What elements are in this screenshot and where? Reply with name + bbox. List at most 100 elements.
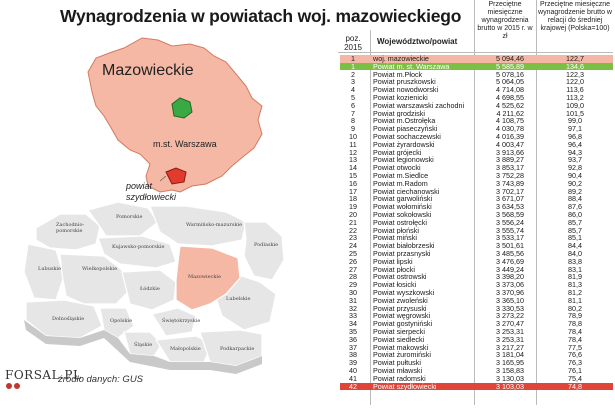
- source-note: źródło danych: GUS: [58, 374, 144, 385]
- table-row: 21 Powiat ostrołęcki 3 556,24 85,7: [340, 219, 613, 227]
- row-index: 122,3: [566, 69, 584, 79]
- table-row: 29 Powiat łosicki 3 373,06 81,3: [340, 281, 613, 289]
- row-salary: 3 501,61: [496, 241, 524, 251]
- row-salary: 3 165,95: [496, 358, 524, 368]
- header-divider: [338, 52, 613, 53]
- row-position: 7: [351, 108, 355, 118]
- table-row: 5 Powiat kozienicki 4 698,55 113,2: [340, 94, 613, 102]
- row-salary: 3 702,17: [496, 186, 524, 196]
- table-row: 2 Powiat m.Płock 5 078,16 122,3: [340, 69, 613, 79]
- row-salary: 3 449,24: [496, 264, 524, 274]
- row-index: 122,0: [566, 77, 584, 87]
- region-kujawsko: [97, 235, 177, 269]
- table-row: 7 Powiat grodziski 4 211,62 101,5: [340, 108, 613, 118]
- row-salary: 3 370,96: [496, 288, 524, 297]
- row-position: 2: [351, 69, 355, 79]
- region-zachodniopomorskie: [35, 213, 101, 251]
- row-position: 42: [349, 381, 357, 391]
- row-index: 74,8: [568, 381, 582, 391]
- table-row: 25 Powiat przasnyski 3 485,56 84,0: [340, 250, 613, 258]
- row-salary: 3 217,27: [496, 342, 524, 352]
- svg-text:Podlaskie: Podlaskie: [254, 242, 278, 248]
- row-position: 4: [351, 85, 355, 95]
- row-name: Powiat m.Płock: [373, 70, 423, 79]
- row-position: 25: [349, 249, 357, 258]
- row-position: 16: [349, 178, 357, 188]
- row-index: 89,2: [568, 186, 582, 196]
- row-index: 83,8: [568, 256, 582, 266]
- svg-text:Świętokrzyskie: Świętokrzyskie: [162, 316, 200, 324]
- row-name: Powiat siedlecki: [373, 335, 425, 344]
- row-salary: 3 533,17: [496, 233, 524, 243]
- region-label: Mazowieckie: [102, 62, 194, 79]
- row-salary: 3 485,56: [496, 249, 524, 258]
- poland-map-labels: Zachodnio-pomorskie Pomorskie Warmińsko-…: [38, 214, 278, 352]
- region-pomorskie: [87, 201, 159, 237]
- row-salary: 3 634,53: [496, 202, 524, 212]
- column-divider: [474, 0, 475, 405]
- row-index: 85,1: [568, 233, 582, 243]
- row-index: 75,4: [568, 373, 582, 383]
- row-name: Powiat pruszkowski: [373, 78, 436, 87]
- table-row: 19 Powiat wołomiński 3 634,53 87,6: [340, 203, 613, 211]
- region-mazowieckie-poland: [175, 245, 241, 311]
- row-index: 92,8: [568, 163, 582, 173]
- svg-text:Opolskie: Opolskie: [110, 318, 132, 324]
- region-swietokrzyskie: [151, 307, 197, 337]
- svg-text:Mazowieckie: Mazowieckie: [188, 274, 221, 280]
- row-name: Powiat ciechanowski: [373, 187, 440, 196]
- row-name: Powiat ostrołęcki: [373, 218, 427, 227]
- row-index: 90,2: [568, 178, 582, 188]
- row-name: Powiat sierpecki: [373, 328, 425, 336]
- row-index: 83,1: [568, 264, 582, 274]
- row-index: 81,9: [568, 272, 582, 282]
- row-name: Powiat kozienicki: [373, 94, 428, 102]
- svg-text:Łódzkie: Łódzkie: [140, 285, 160, 292]
- table-row: 18 Powiat garwoliński 3 671,07 88,4: [340, 195, 613, 203]
- row-index: 81,3: [568, 280, 582, 290]
- header-index: Przeciętne miesięczne wynagrodzenie brut…: [538, 1, 612, 32]
- row-name: Powiat nowodworski: [373, 86, 439, 94]
- county-label: powiat szydłowiecki: [126, 181, 176, 203]
- table-row: 39 Powiat pułtuski 3 165,95 76,3: [340, 359, 613, 367]
- row-position: 30: [349, 288, 357, 297]
- row-name: Powiat miński: [373, 234, 417, 243]
- table-row: 11 Powiat żyrardowski 4 003,47 96,4: [340, 141, 613, 149]
- row-name: Powiat m. st. Warszawa: [373, 62, 450, 71]
- row-position: 22: [349, 225, 357, 235]
- table-row: 13 Powiat legionowski 3 889,27 93,7: [340, 156, 613, 164]
- table-row: 14 Powiat otwocki 3 853,17 92,8: [340, 164, 613, 172]
- table-row: 31 Powiat zwoleński 3 365,10 81,1: [340, 297, 613, 305]
- row-name: Powiat radomski: [373, 374, 426, 383]
- row-salary: 3 103,03: [496, 381, 524, 391]
- row-salary: 3 330,53: [496, 303, 524, 313]
- row-salary: 3 253,31: [496, 327, 524, 336]
- row-position: 10: [349, 132, 357, 141]
- region-podlaskie: [243, 221, 285, 281]
- table-row: 34 Powiat gostyniński 3 270,47 78,8: [340, 320, 613, 328]
- table-row: 10 Powiat sochaczewski 4 016,39 96,8: [340, 133, 613, 141]
- row-salary: 3 273,22: [496, 311, 524, 321]
- row-index: 113,2: [566, 93, 584, 102]
- row-index: 86,0: [568, 210, 582, 219]
- row-position: 12: [349, 147, 357, 157]
- row-name: woj. mazowieckie: [373, 55, 429, 63]
- poland-map: [23, 201, 285, 367]
- row-name: Powiat wołomiński: [373, 203, 432, 211]
- row-index: 134,6: [566, 61, 584, 71]
- row-index: 101,5: [566, 108, 584, 118]
- row-index: 80,2: [568, 303, 582, 313]
- region-slaskie: [123, 331, 163, 357]
- row-name: Powiat białobrzeski: [373, 242, 435, 250]
- row-index: 78,4: [568, 327, 582, 336]
- row-salary: 4 030,78: [496, 124, 524, 134]
- table-row: 9 Powiat piaseczyński 4 030,78 97,1: [340, 125, 613, 133]
- row-index: 78,8: [568, 319, 582, 329]
- row-position: 19: [349, 202, 357, 212]
- row-position: 32: [349, 303, 357, 313]
- row-salary: 5 078,16: [496, 69, 524, 79]
- region-lubuskie: [23, 243, 65, 301]
- row-position: 13: [349, 155, 357, 165]
- row-name: Powiat makowski: [373, 343, 429, 352]
